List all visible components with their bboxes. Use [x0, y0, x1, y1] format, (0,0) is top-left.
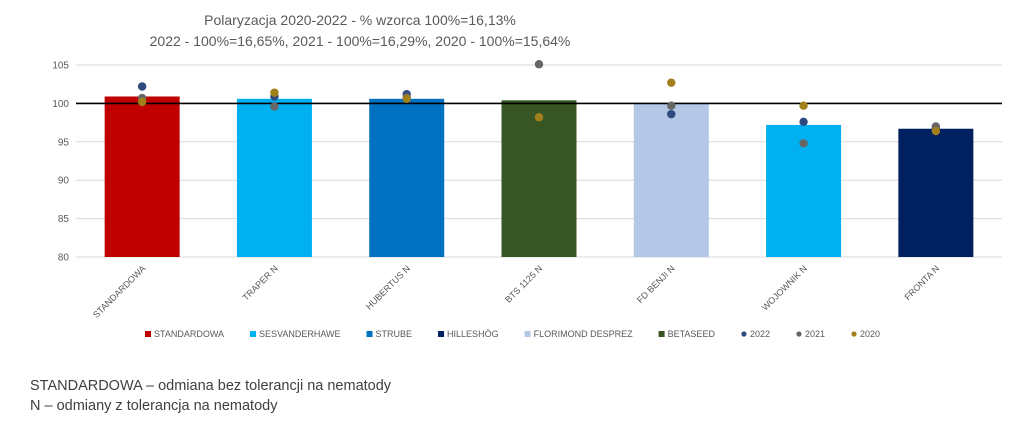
legend-label: 2022 [750, 329, 770, 339]
legend-label: 2020 [860, 329, 880, 339]
point-2022 [667, 109, 676, 119]
bar [104, 96, 180, 257]
y-tick-label: 90 [58, 176, 70, 187]
bar [898, 128, 974, 257]
point-2020 [799, 101, 808, 110]
legend-label: 2021 [805, 329, 825, 339]
point-2022 [137, 82, 147, 91]
point-2020 [402, 94, 411, 103]
legend-marker [741, 331, 747, 337]
legend-swatch [658, 331, 665, 337]
y-axis-ticks: 80 85 90 95 100 105 [52, 61, 69, 264]
point-2020 [667, 78, 676, 87]
y-tick-label: 80 [58, 253, 70, 264]
legend-marker [796, 331, 802, 337]
legend-label: STANDARDOWA [154, 329, 224, 339]
note-n: N – odmiany z tolerancja na nematody [30, 398, 278, 414]
legend-label: FLORIMOND DESPREZ [534, 329, 634, 339]
bars [104, 96, 974, 258]
note-standardowa: STANDARDOWA – odmiana bez tolerancji na … [30, 378, 392, 394]
point-2021 [799, 139, 808, 148]
legend-marker [851, 331, 857, 337]
year-points [137, 60, 941, 148]
category-label: FD BENJI N [635, 263, 677, 305]
point-2020 [534, 113, 544, 122]
y-tick-label: 105 [52, 61, 69, 72]
legend-label: SESVANDERHAWE [259, 329, 341, 339]
point-2022 [799, 117, 808, 127]
chart: Polaryzacja 2020-2022 - % wzorca 100%=16… [52, 12, 1002, 339]
point-2020 [270, 88, 279, 97]
point-2021 [534, 60, 544, 69]
legend-swatch [524, 331, 531, 337]
point-2020 [931, 126, 941, 136]
bar [501, 100, 577, 257]
category-label: STANDARDOWA [91, 263, 148, 320]
category-label: HUBERTUS N [364, 263, 412, 311]
chart-title-line-1: Polaryzacja 2020-2022 - % wzorca 100%=16… [204, 12, 516, 28]
legend-label: BETASEED [668, 329, 716, 339]
legend-swatch [366, 331, 373, 337]
bar [236, 98, 312, 258]
category-label: TRAPER N [241, 263, 280, 302]
point-2021 [270, 102, 279, 111]
category-label: WOJOWNIK N [760, 263, 809, 312]
point-2020 [137, 97, 147, 107]
chart-title-line-2: 2022 - 100%=16,65%, 2021 - 100%=16,29%, … [150, 33, 571, 49]
bar [633, 102, 709, 257]
legend: STANDARDOWA SESVANDERHAWE STRUBE HILLESHÖG F… [145, 329, 880, 339]
legend-swatch [438, 331, 445, 337]
legend-swatch [145, 331, 151, 337]
y-tick-label: 95 [58, 137, 70, 148]
y-tick-label: 85 [58, 214, 70, 225]
legend-label: STRUBE [376, 329, 413, 339]
legend-swatch [250, 331, 257, 337]
legend-label: HILLESHÖG [447, 329, 499, 339]
category-label: FRONTA N [902, 263, 941, 302]
point-2021 [667, 101, 676, 110]
category-label: BTS 1125 N [503, 263, 544, 304]
bar [369, 98, 445, 258]
x-axis-categories: STANDARDOWA TRAPER N HUBERTUS N BTS 1125 N F… [91, 263, 941, 320]
y-tick-label: 100 [52, 99, 69, 110]
